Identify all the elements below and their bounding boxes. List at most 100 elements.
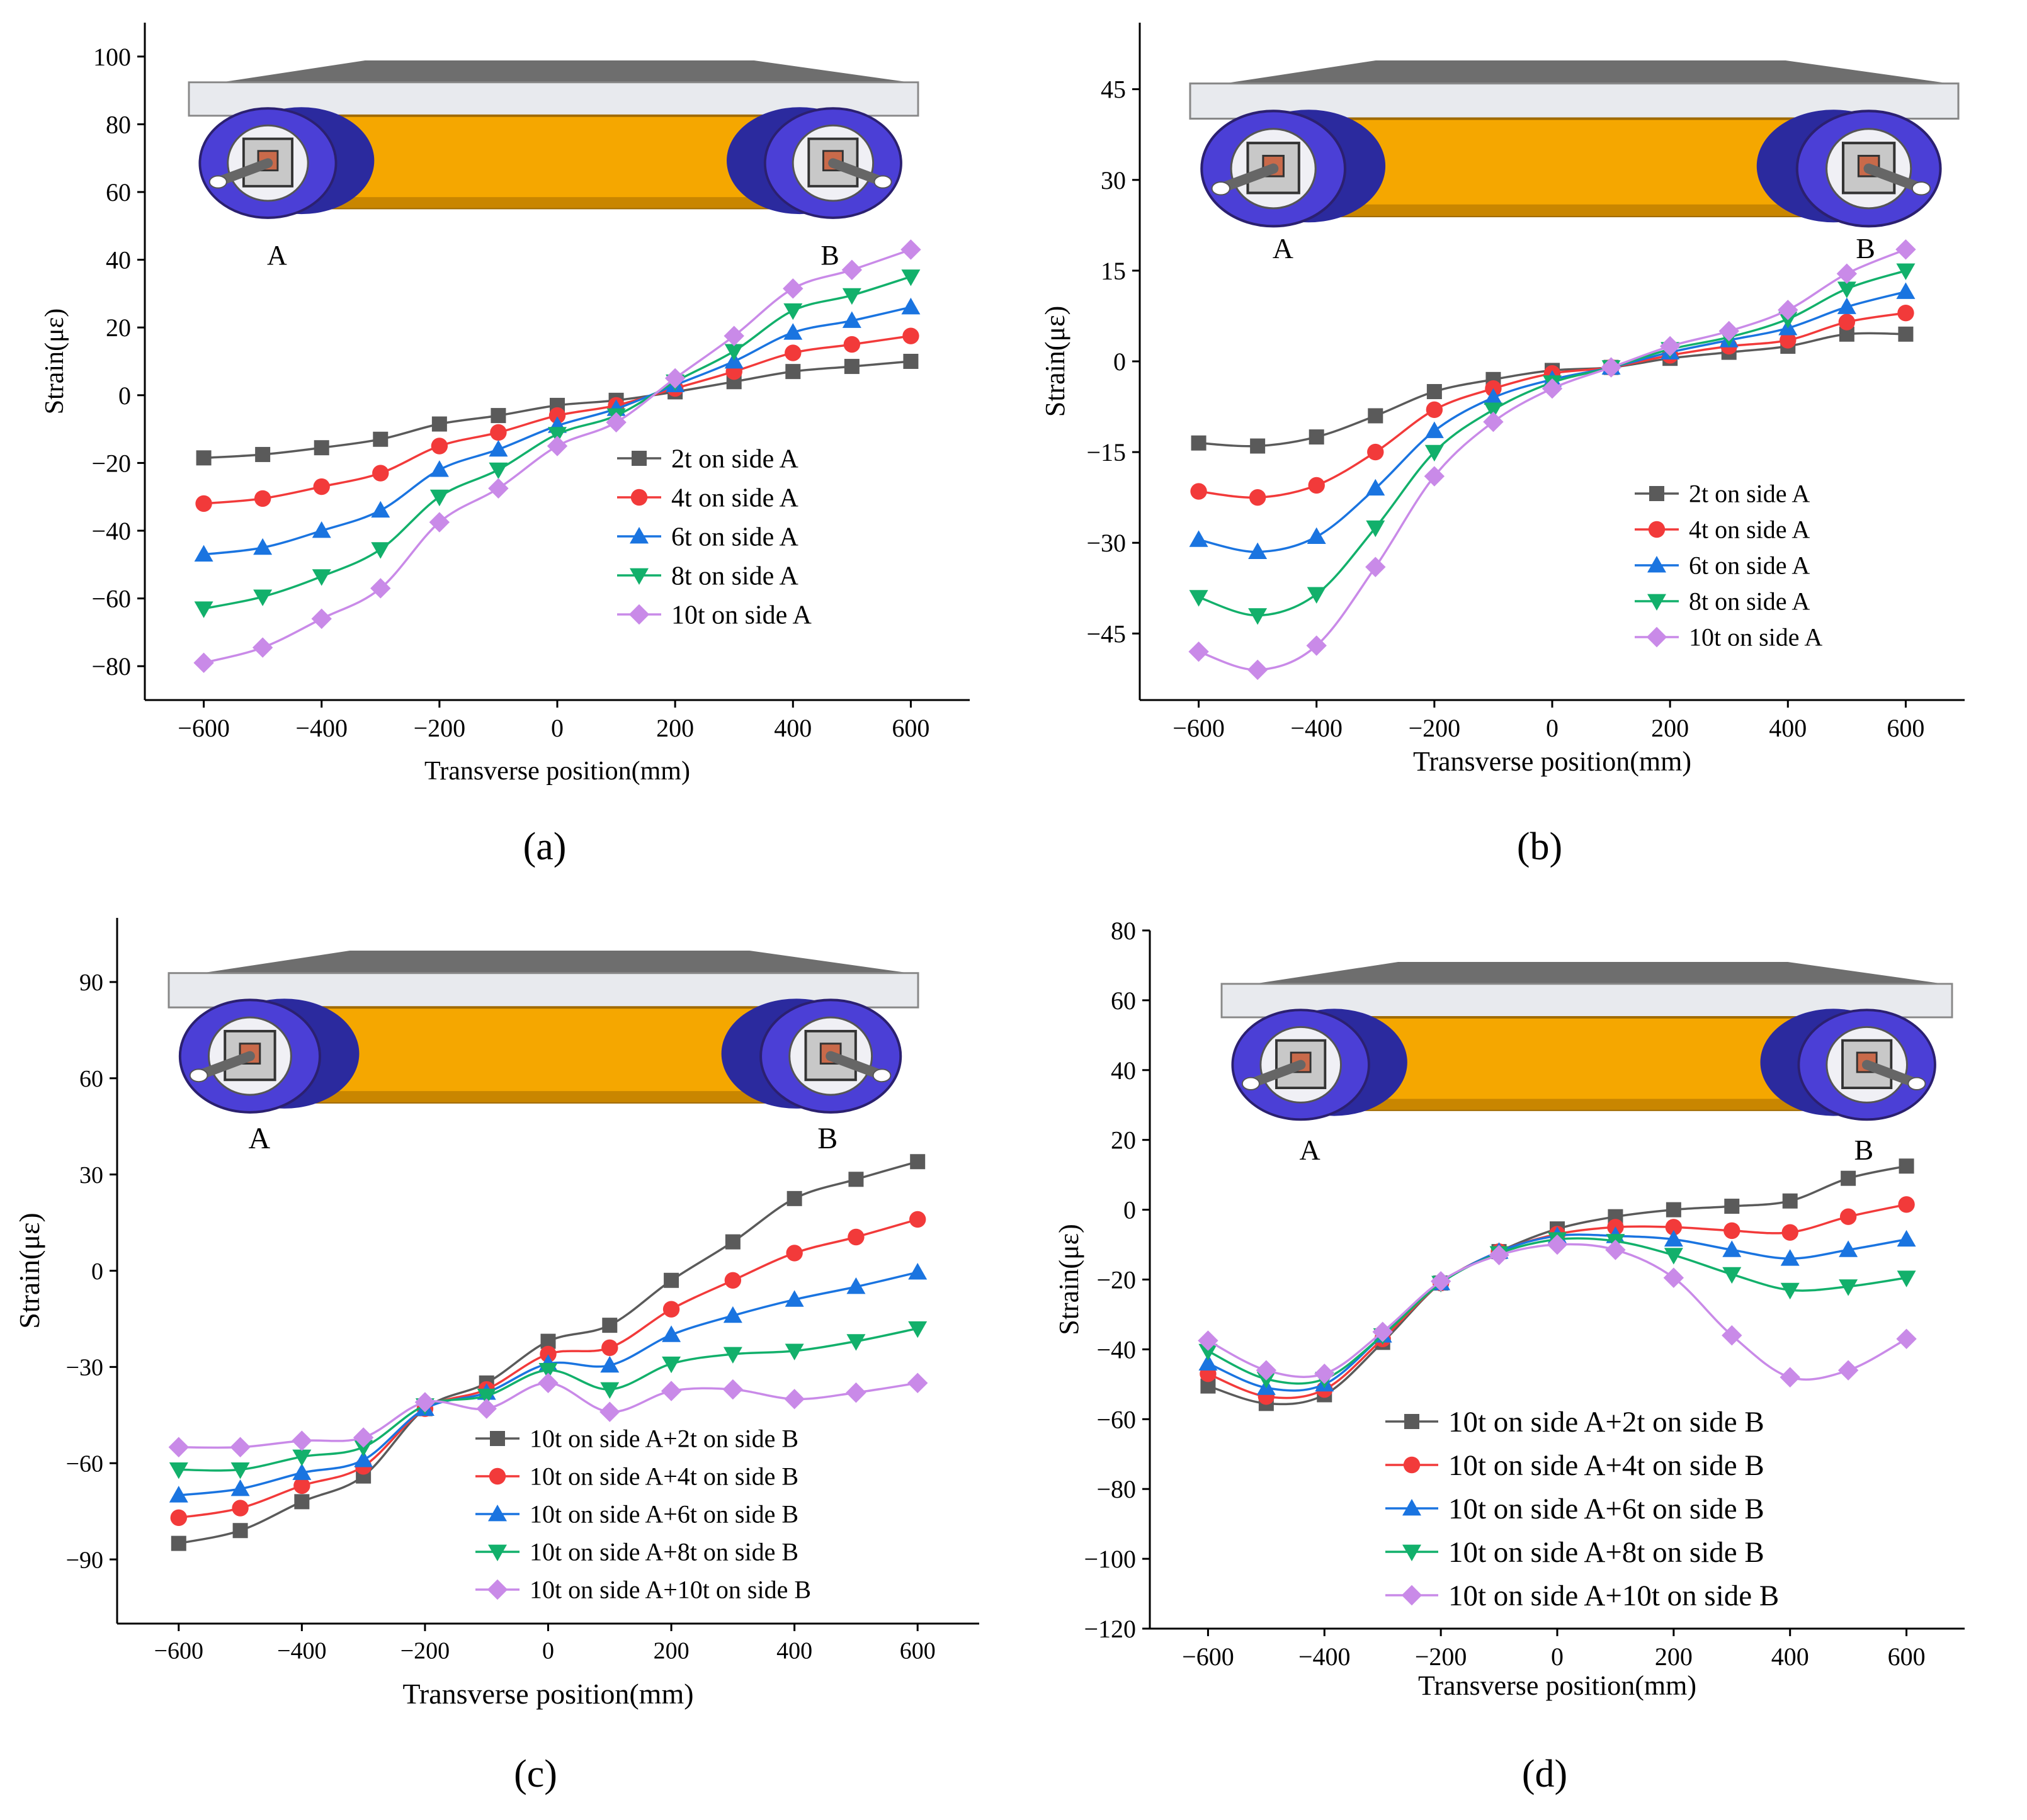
data-point-diamond xyxy=(1365,557,1386,577)
axle-end xyxy=(208,175,227,189)
data-point-diamond xyxy=(1896,1328,1917,1349)
x-tick-label: 0 xyxy=(1546,714,1559,742)
beam-flange xyxy=(312,1091,775,1102)
data-point-circle xyxy=(1648,521,1666,538)
x-axis-label: Transverse position(mm) xyxy=(424,757,690,786)
data-point-diamond xyxy=(168,1437,189,1457)
data-point-triangle-down xyxy=(842,288,861,305)
data-point-circle xyxy=(548,407,566,424)
data-point-diamond xyxy=(900,239,921,260)
data-point-circle xyxy=(1308,477,1325,494)
data-point-triangle-up xyxy=(1366,478,1385,496)
data-point-circle xyxy=(662,1301,680,1318)
data-point-triangle-up xyxy=(1484,388,1503,405)
x-tick-label: −600 xyxy=(178,714,230,742)
sensor-box xyxy=(804,1029,857,1082)
series-line-5 xyxy=(1207,1243,1907,1381)
data-point-square xyxy=(632,451,647,466)
data-point-diamond xyxy=(230,1437,251,1457)
data-point-diamond xyxy=(1601,357,1621,378)
data-point-diamond xyxy=(1401,1585,1422,1606)
y-tick-label: 80 xyxy=(106,110,131,138)
legend-label: 10t on side A+2t on side B xyxy=(530,1425,798,1453)
data-point-diamond xyxy=(487,1579,508,1600)
data-point-triangle-up xyxy=(1248,542,1268,560)
y-tick-label: −80 xyxy=(1096,1475,1136,1503)
data-point-diamond xyxy=(1198,1330,1218,1351)
data-point-diamond xyxy=(370,578,391,599)
data-point-square xyxy=(1782,1193,1798,1209)
data-point-diamond xyxy=(252,637,273,658)
legend-label: 2t on side A xyxy=(671,444,799,473)
data-point-diamond xyxy=(784,1389,805,1410)
legend-label: 8t on side A xyxy=(671,562,799,591)
plate-bevel xyxy=(193,951,919,975)
data-point-square xyxy=(294,1494,310,1510)
data-point-square xyxy=(490,1431,505,1446)
panel-label: (c) xyxy=(514,1753,557,1795)
x-tick-label: 400 xyxy=(776,1638,812,1665)
data-point-triangle-down xyxy=(1248,608,1268,625)
axle-rod xyxy=(1863,163,1926,193)
x-tick-label: 200 xyxy=(1651,714,1689,742)
data-point-square xyxy=(1368,408,1383,424)
data-point-circle xyxy=(1838,314,1856,331)
side-b-label: B xyxy=(817,1122,837,1155)
x-tick-label: −400 xyxy=(295,714,348,742)
data-point-diamond xyxy=(1483,411,1504,432)
data-point-circle xyxy=(848,1228,865,1246)
side-a-label: A xyxy=(1300,1134,1320,1166)
x-axis-label: Transverse position(mm) xyxy=(1418,1670,1696,1701)
panel-b: A B −45 −30 −15 0 15 30 45 −600 −400 −200 0 200 400 600… xyxy=(1040,23,1965,868)
data-point-diamond xyxy=(547,436,568,456)
y-tick-label: −60 xyxy=(1096,1405,1136,1433)
data-point-triangle-up xyxy=(1837,297,1856,314)
axle-end xyxy=(1241,1077,1260,1090)
data-point-circle xyxy=(1249,489,1266,506)
data-point-triangle-up xyxy=(1307,527,1326,545)
plate-bevel xyxy=(1246,962,1952,985)
axle-rod xyxy=(1217,163,1279,193)
data-point-triangle-down xyxy=(1307,587,1326,604)
data-point-triangle-down xyxy=(194,601,213,618)
data-point-circle xyxy=(1403,1456,1421,1474)
x-tick-label: 0 xyxy=(1551,1642,1564,1671)
series-line-2 xyxy=(1198,312,1906,499)
data-point-triangle-down xyxy=(908,1321,928,1338)
data-point-square xyxy=(848,1172,864,1187)
data-point-triangle-up xyxy=(1664,1229,1683,1247)
side-b-label: B xyxy=(1856,232,1875,264)
axle-end xyxy=(873,175,892,189)
y-tick-label: 20 xyxy=(106,314,131,342)
data-point-triangle-down xyxy=(1780,1282,1800,1300)
data-point-triangle-up xyxy=(371,500,390,518)
x-tick-label: −200 xyxy=(1409,714,1461,742)
axle-end xyxy=(872,1068,892,1083)
data-point-triangle-down xyxy=(1664,1248,1683,1265)
data-point-triangle-down xyxy=(429,489,449,507)
data-point-circle xyxy=(902,327,919,344)
data-point-circle xyxy=(1781,1224,1798,1241)
data-point-triangle-up xyxy=(253,538,273,555)
y-tick-label: 60 xyxy=(1111,986,1136,1015)
data-point-diamond xyxy=(488,478,509,499)
data-point-diamond xyxy=(1646,626,1667,648)
data-point-circle xyxy=(1665,1219,1683,1236)
data-point-square xyxy=(844,359,860,375)
data-point-circle xyxy=(372,465,389,482)
data-point-circle xyxy=(724,1272,742,1289)
data-point-triangle-up xyxy=(194,545,213,562)
data-point-triangle-down xyxy=(1896,263,1916,280)
data-point-triangle-down xyxy=(1647,594,1666,611)
loading-device-illustration xyxy=(1189,60,1960,228)
data-point-diamond xyxy=(846,1382,866,1403)
data-point-diamond xyxy=(476,1398,497,1419)
x-tick-label: −400 xyxy=(1298,1642,1351,1671)
legend-label: 10t on side A+4t on side B xyxy=(530,1462,798,1491)
y-tick-label: −60 xyxy=(66,1451,103,1478)
data-point-circle xyxy=(1898,1196,1915,1213)
data-point-diamond xyxy=(1722,1325,1742,1346)
y-tick-label: −45 xyxy=(1086,619,1126,648)
data-point-triangle-down xyxy=(1897,1270,1916,1287)
